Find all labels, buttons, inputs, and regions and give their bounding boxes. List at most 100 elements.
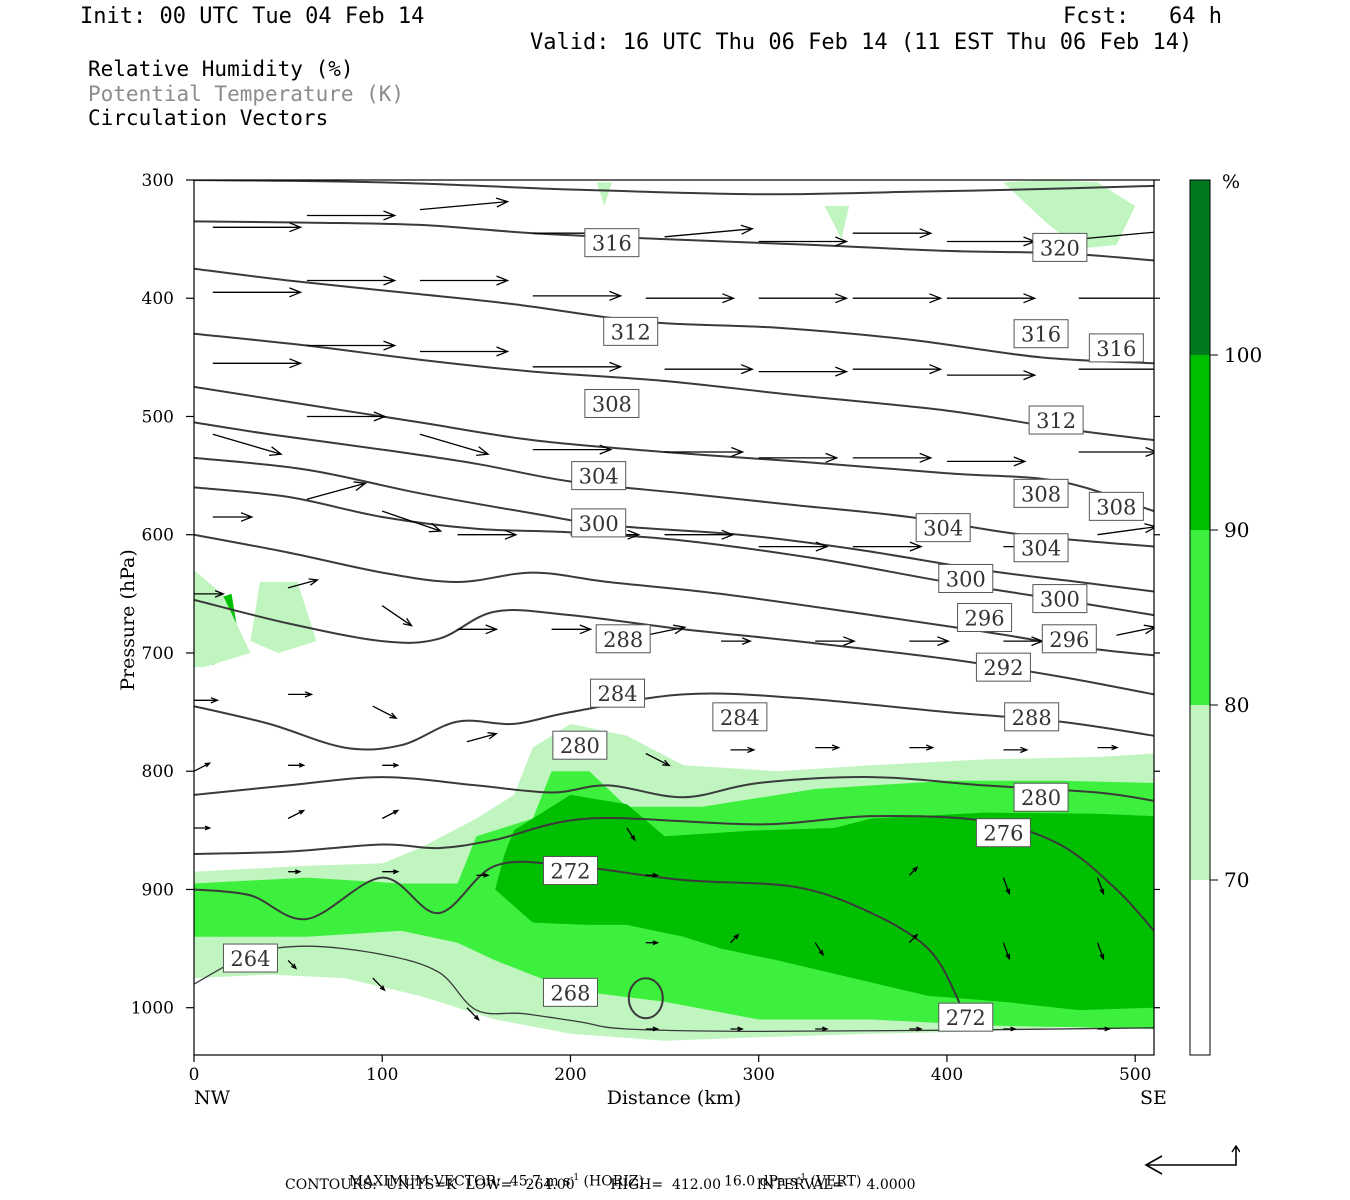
- theta-contour-296: [194, 486, 1154, 617]
- contour-labels: 264 268 272 272 276 280 280 284 284 288 288 292 296 2…: [222, 228, 1144, 1032]
- contour-label-276: 276: [975, 818, 1031, 848]
- circulation-vector: [306, 210, 397, 221]
- contour-label-box: [571, 508, 627, 538]
- circulation-vector: [1097, 523, 1154, 536]
- max-vector-horiz-exponent: -1: [570, 1173, 580, 1183]
- circulation-vector: [1097, 744, 1119, 751]
- circulation-vector: [1003, 746, 1029, 754]
- circulation-vector: [194, 825, 212, 831]
- contour-label-text: 300: [946, 567, 986, 591]
- circulation-vector: [212, 287, 303, 298]
- contour-label-288: 288: [1004, 702, 1060, 732]
- max-vector-info: MAXIMUM VECTOR: 45.7 m s-1 (HORIZ) 16.0 d…: [340, 1157, 862, 1190]
- circulation-vector: [645, 1026, 660, 1032]
- legend-potential-temperature: Potential Temperature (K): [88, 82, 405, 106]
- circulation-vector: [532, 361, 623, 372]
- circulation-vector: [466, 1007, 480, 1021]
- contour-label-308: 308: [1013, 478, 1069, 508]
- circulation-vector: [306, 481, 368, 500]
- y-tick-label: 700: [142, 644, 174, 664]
- contour-label-text: 308: [592, 392, 632, 416]
- contour-label-box: [1013, 533, 1069, 563]
- contour-label-304: 304: [915, 513, 971, 543]
- contour-label-box: [957, 603, 1013, 632]
- contour-label-box: [1088, 491, 1144, 521]
- circulation-vector: [419, 346, 510, 357]
- circulation-vector: [372, 977, 386, 992]
- circulation-vector: [288, 691, 314, 698]
- y-tick-label: 600: [142, 526, 174, 546]
- circulation-vector: [908, 933, 919, 944]
- contour-label-text: 272: [946, 1006, 986, 1030]
- contour-label-box: [938, 1002, 994, 1032]
- contour-label-text: 292: [983, 656, 1023, 680]
- contour-label-308: 308: [1088, 491, 1144, 521]
- rh-region-70-8: [596, 182, 612, 206]
- circulation-vector: [551, 624, 593, 635]
- contour-label-box: [1041, 624, 1097, 654]
- circulation-vector: [758, 293, 849, 304]
- contour-label-text: 300: [1040, 588, 1080, 612]
- contour-label-box: [1013, 478, 1069, 508]
- contour-label-text: 288: [603, 628, 643, 652]
- contour-label-text: 304: [579, 465, 619, 489]
- circulation-vector: [852, 364, 943, 375]
- circulation-vector: [1078, 446, 1154, 458]
- contour-label-316: 316: [1013, 319, 1069, 349]
- circulation-vector: [664, 446, 745, 458]
- circulation-vector: [532, 444, 613, 455]
- circulation-vector: [194, 762, 212, 772]
- circulation-vector: [852, 452, 933, 463]
- y-axis-label: Pressure (hPa): [117, 549, 139, 691]
- contour-label-text: 312: [1036, 409, 1076, 433]
- contour-label-296: 296: [1041, 624, 1097, 654]
- circulation-vector: [466, 732, 498, 743]
- circulation-vector: [721, 637, 753, 646]
- x-tick-label: 100: [366, 1065, 398, 1085]
- circulation-vector: [645, 624, 687, 636]
- circulation-vector: [664, 529, 735, 540]
- contour-label-296: 296: [957, 603, 1013, 632]
- colorbar-level-label: 100: [1224, 343, 1262, 367]
- contour-label-284: 284: [712, 702, 768, 732]
- contour-label-292: 292: [975, 652, 1031, 682]
- circulation-vector: [645, 872, 660, 878]
- contour-label-288: 288: [595, 624, 651, 654]
- circulation-vector: [946, 370, 1037, 381]
- legend-relative-humidity: Relative Humidity (%): [88, 57, 354, 81]
- circulation-vector: [194, 589, 226, 598]
- circulation-vector: [419, 275, 510, 286]
- circulation-vector: [909, 636, 951, 647]
- circulation-vector: [908, 866, 919, 876]
- theta-contour-292: [194, 533, 1154, 657]
- contour-label-308: 308: [584, 388, 640, 418]
- circulation-vector: [306, 275, 397, 286]
- contour-label-280: 280: [1013, 782, 1069, 812]
- y-tick-label: 1000: [131, 999, 174, 1019]
- valid-time: Valid: 16 UTC Thu 06 Feb 14 (11 EST Thu …: [530, 30, 1193, 55]
- contour-label-box: [542, 977, 598, 1007]
- colorbar-level-label: 90: [1224, 518, 1249, 542]
- plot-frame: [193, 179, 1155, 1056]
- contour-label-box: [603, 316, 659, 346]
- circulation-vector: [382, 869, 400, 875]
- contour-label-312: 312: [603, 316, 659, 346]
- x-tick-label: 0: [189, 1065, 200, 1085]
- circulation-vector: [645, 293, 736, 304]
- contour-label-text: 264: [230, 947, 270, 971]
- contour-label-text: 308: [1021, 482, 1061, 506]
- theta-contour-320: [194, 220, 1154, 262]
- circulation-vector: [212, 222, 303, 233]
- max-vector-vert-suffix: (VERT): [806, 1173, 862, 1190]
- colorbar-segment-3: [1190, 705, 1210, 880]
- contour-label-text: 284: [720, 706, 760, 730]
- circulation-vector: [1003, 1026, 1017, 1032]
- contour-label-280: 280: [552, 730, 608, 760]
- theta-contour-300: [194, 456, 1154, 593]
- circulation-vector: [664, 364, 755, 375]
- circulation-vector: [946, 456, 1027, 467]
- circulation-vector: [645, 752, 671, 767]
- cross-section-chart: 264 268 272 272 276 280 280 284 284 288 288 292 296 2…: [117, 171, 1262, 1109]
- circulation-vector: [946, 293, 1037, 304]
- relative-humidity-shading: [194, 180, 1154, 1041]
